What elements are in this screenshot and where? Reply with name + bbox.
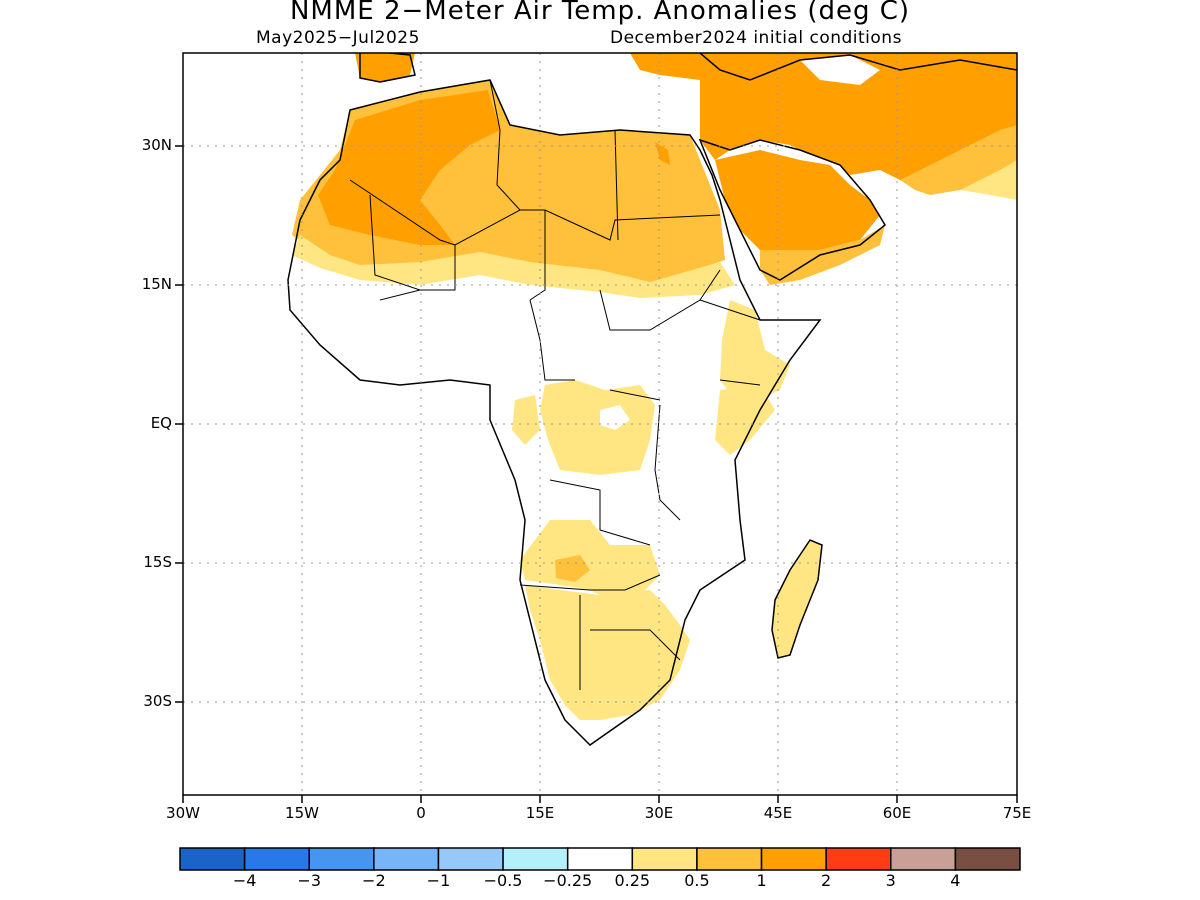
colorbar-tick-label: −1 xyxy=(426,871,451,890)
colorbar-swatch xyxy=(631,847,698,871)
colorbar-swatch xyxy=(696,847,763,871)
colorbar-tick-label: 0.25 xyxy=(614,871,651,890)
lon-label-0: 0 xyxy=(416,804,426,822)
map-title: NMME 2−Meter Air Temp. Anomalies (deg C) xyxy=(289,0,911,26)
colorbar-swatch xyxy=(437,847,504,871)
colorbar-tick-label: −2 xyxy=(362,871,386,890)
anomaly-zone-iberia xyxy=(355,53,415,82)
lat-label-30s: 30S xyxy=(143,692,172,710)
colorbar-tick-label: 2 xyxy=(821,871,832,890)
lat-label-15s: 15S xyxy=(143,553,172,571)
colorbar-tick-label: 4 xyxy=(950,871,961,890)
anomaly-zone-sahara-core xyxy=(318,90,500,245)
anomaly-zone-libya-patch xyxy=(655,142,670,165)
coastlines xyxy=(287,53,1017,746)
anomaly-zone-madagascar xyxy=(772,540,822,658)
colorbar-swatch xyxy=(308,847,375,871)
colorbar-swatch xyxy=(825,847,892,871)
lon-label-45e: 45E xyxy=(763,804,793,822)
anomaly-zone-turkey-gap xyxy=(800,55,880,85)
anomaly-zone-gabon xyxy=(512,395,540,445)
lat-label-eq: EQ xyxy=(150,414,172,432)
anomaly-zone-sahel-fringe xyxy=(292,235,735,298)
colorbar-tick-label: −4 xyxy=(232,871,257,890)
colorbar-swatch xyxy=(373,847,440,871)
anomaly-zone-congo xyxy=(540,380,655,475)
colorbar-tick-label: 1 xyxy=(756,871,767,890)
lon-label-30w: 30W xyxy=(166,804,200,822)
colorbar-swatch xyxy=(760,847,827,871)
anomaly-zone-mozambique-gap xyxy=(675,560,700,610)
colorbar-tick-label: −3 xyxy=(297,871,322,890)
country-borders xyxy=(349,79,761,690)
anomaly-zone-balkans xyxy=(630,53,700,80)
lon-label-30e: 30E xyxy=(644,804,674,822)
lon-label-15e: 15E xyxy=(525,804,555,822)
lon-label-15w: 15W xyxy=(285,804,319,822)
colorbar-swatch xyxy=(179,847,246,871)
anomaly-zone-arabia xyxy=(700,53,1017,190)
forecast-period: May2025−Jul2025 xyxy=(256,28,420,48)
anomaly-zone-ethiopia xyxy=(720,300,790,400)
colorbar-tick-label: 3 xyxy=(885,871,896,890)
colorbar-swatch xyxy=(502,847,569,871)
axis-ticks xyxy=(175,145,1018,803)
colorbar-tick-label: −0.5 xyxy=(483,871,523,890)
anomaly-zone-kenya xyxy=(715,385,775,455)
colorbar-tick-label: 0.5 xyxy=(684,871,710,890)
colorbar-swatch xyxy=(566,847,634,871)
colorbar-swatch xyxy=(954,847,1021,871)
colorbar-tick-label: −0.25 xyxy=(543,871,593,890)
graticule xyxy=(183,53,1017,795)
lat-label-15n: 15N xyxy=(141,275,172,293)
initial-conditions: December2024 initial conditions xyxy=(610,28,902,48)
anomaly-zone-india-fringe xyxy=(960,160,1017,200)
colorbar-swatch xyxy=(243,847,310,871)
lon-label-60e: 60E xyxy=(882,804,912,822)
lon-label-75e: 75E xyxy=(1002,804,1032,822)
lat-label-30n: 30N xyxy=(141,136,172,154)
anomaly-zone-angola-core xyxy=(555,555,590,582)
colorbar-swatch xyxy=(890,847,957,871)
anomaly-zone-angola xyxy=(520,520,660,600)
colorbar xyxy=(179,847,1021,871)
anomaly-zone-southern-africa xyxy=(525,585,690,720)
anomaly-zone-arabia-south xyxy=(715,150,880,260)
